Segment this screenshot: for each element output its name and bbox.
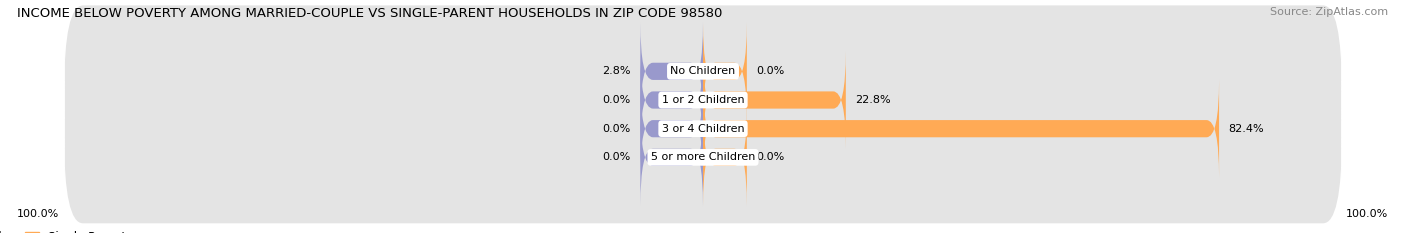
Text: 3 or 4 Children: 3 or 4 Children: [662, 124, 744, 134]
Text: 0.0%: 0.0%: [603, 95, 631, 105]
FancyBboxPatch shape: [640, 23, 703, 120]
FancyBboxPatch shape: [640, 80, 703, 178]
Text: 0.0%: 0.0%: [756, 152, 785, 162]
Text: INCOME BELOW POVERTY AMONG MARRIED-COUPLE VS SINGLE-PARENT HOUSEHOLDS IN ZIP COD: INCOME BELOW POVERTY AMONG MARRIED-COUPL…: [17, 7, 723, 20]
Text: 82.4%: 82.4%: [1229, 124, 1264, 134]
FancyBboxPatch shape: [640, 51, 703, 149]
Text: 0.0%: 0.0%: [603, 124, 631, 134]
FancyBboxPatch shape: [65, 34, 1341, 166]
Text: 2.8%: 2.8%: [603, 66, 631, 76]
FancyBboxPatch shape: [703, 109, 747, 206]
Text: No Children: No Children: [671, 66, 735, 76]
FancyBboxPatch shape: [65, 63, 1341, 195]
Text: 100.0%: 100.0%: [17, 209, 59, 219]
Text: 5 or more Children: 5 or more Children: [651, 152, 755, 162]
Text: 100.0%: 100.0%: [1346, 209, 1388, 219]
Text: 1 or 2 Children: 1 or 2 Children: [662, 95, 744, 105]
Text: 0.0%: 0.0%: [756, 66, 785, 76]
FancyBboxPatch shape: [65, 5, 1341, 137]
Text: Source: ZipAtlas.com: Source: ZipAtlas.com: [1270, 7, 1388, 17]
Legend: Married Couples, Single Parents: Married Couples, Single Parents: [0, 231, 132, 233]
FancyBboxPatch shape: [65, 91, 1341, 223]
Text: 0.0%: 0.0%: [603, 152, 631, 162]
FancyBboxPatch shape: [703, 51, 846, 149]
FancyBboxPatch shape: [640, 109, 703, 206]
Text: 22.8%: 22.8%: [855, 95, 891, 105]
FancyBboxPatch shape: [703, 80, 1219, 178]
FancyBboxPatch shape: [703, 23, 747, 120]
